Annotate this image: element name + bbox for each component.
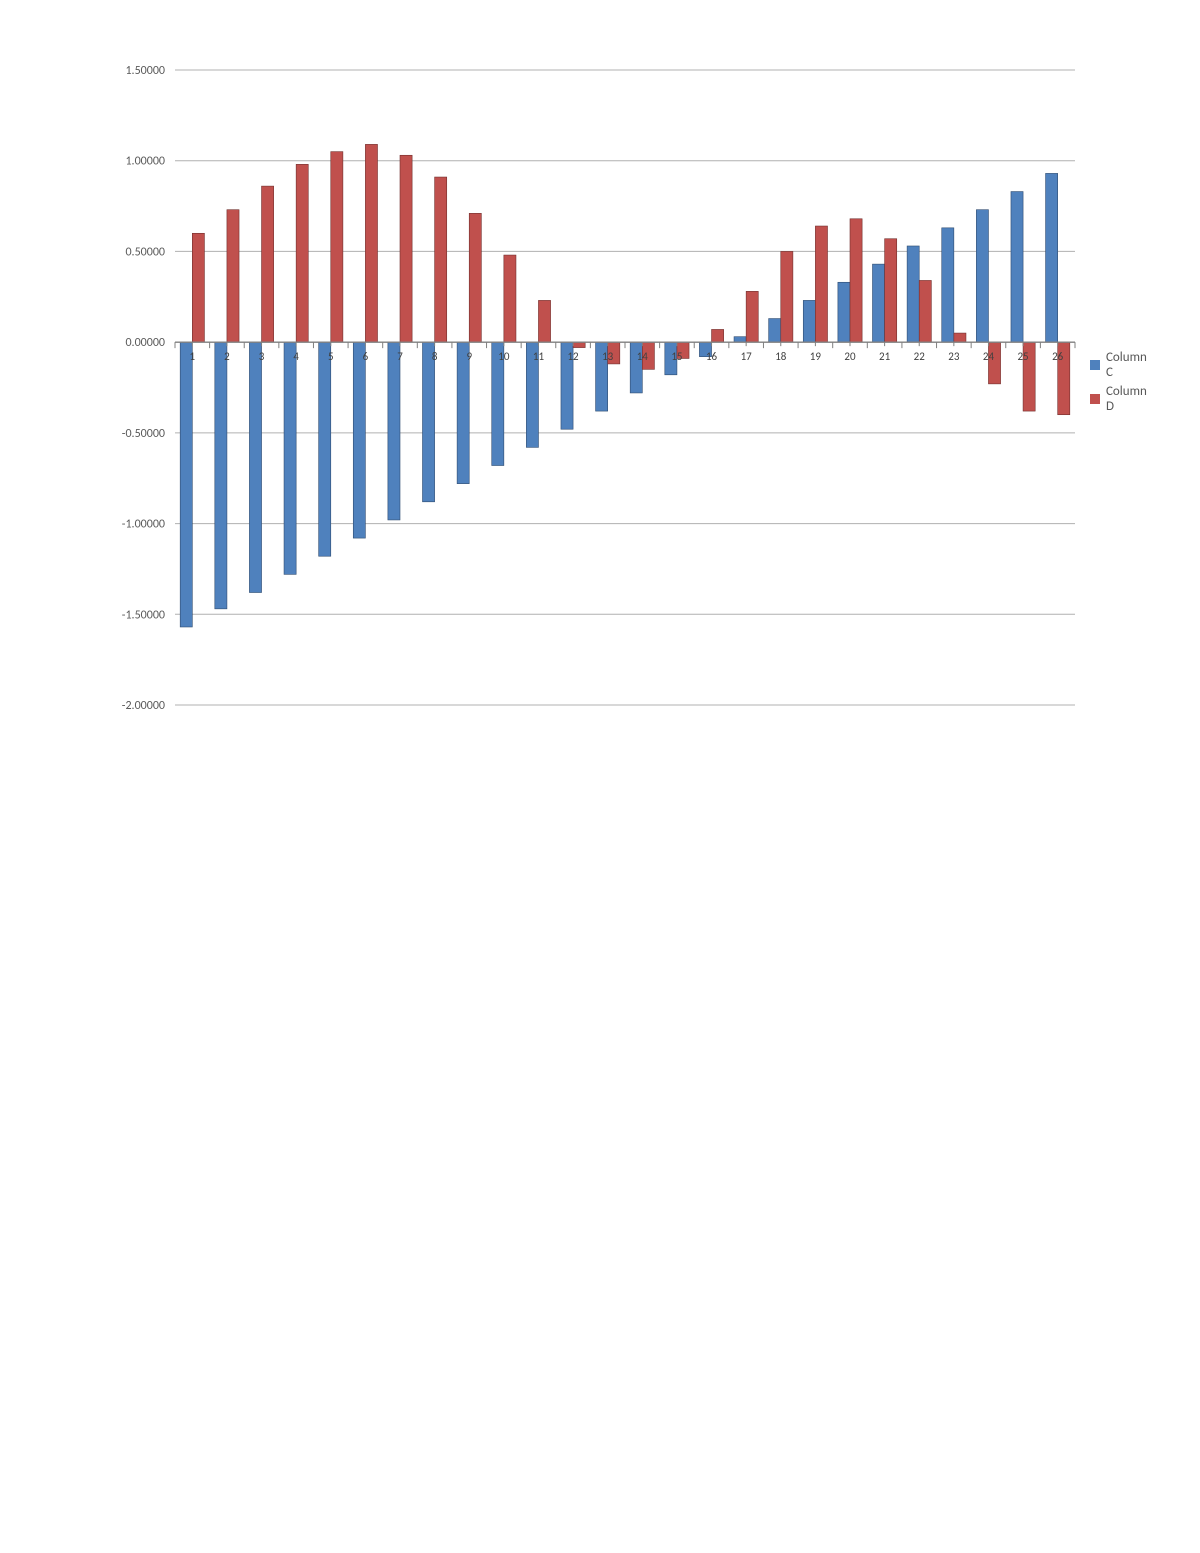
y-tick-label: -1.50000 bbox=[122, 608, 165, 622]
legend-label: Column D bbox=[1106, 384, 1147, 414]
bar bbox=[815, 226, 827, 342]
x-tick-label: 26 bbox=[1052, 350, 1064, 363]
bar bbox=[907, 246, 919, 342]
x-tick-label: 20 bbox=[844, 350, 856, 363]
x-tick-label: 5 bbox=[328, 350, 334, 363]
x-tick-label: 19 bbox=[810, 350, 822, 363]
x-tick-label: 10 bbox=[498, 350, 510, 363]
page: { "chart": { "type": "bar", "background_… bbox=[0, 0, 1200, 1553]
bar bbox=[388, 342, 400, 520]
legend-swatch bbox=[1090, 394, 1100, 404]
legend-item: Column D bbox=[1090, 384, 1147, 414]
bar bbox=[284, 342, 296, 574]
bar bbox=[180, 342, 192, 627]
bar bbox=[976, 210, 988, 342]
y-tick-label: 0.50000 bbox=[125, 245, 165, 259]
x-tick-label: 17 bbox=[741, 350, 753, 363]
bar bbox=[504, 255, 516, 342]
bar bbox=[400, 155, 412, 342]
legend: Column C Column D bbox=[1090, 350, 1147, 418]
bar bbox=[353, 342, 365, 538]
x-tick-label: 14 bbox=[637, 350, 649, 363]
bar bbox=[885, 239, 897, 342]
x-tick-label: 16 bbox=[706, 350, 718, 363]
bar bbox=[215, 342, 227, 609]
legend-item: Column C bbox=[1090, 350, 1147, 380]
y-tick-label: -1.00000 bbox=[122, 518, 165, 532]
legend-label: Column C bbox=[1106, 350, 1147, 380]
y-tick-label: 1.50000 bbox=[125, 64, 165, 78]
bar bbox=[435, 177, 447, 342]
bar bbox=[850, 219, 862, 342]
y-tick-label: -0.50000 bbox=[122, 427, 165, 441]
bar bbox=[942, 228, 954, 342]
bar-chart: -2.00000 -1.50000 -1.00000 -0.50000 0.00000 0… bbox=[70, 50, 1130, 750]
x-tick-label: 24 bbox=[983, 350, 995, 363]
chart-container: -2.00000 -1.50000 -1.00000 -0.50000 0.00000 0… bbox=[70, 50, 1130, 750]
x-tick-label: 13 bbox=[602, 350, 614, 363]
bar bbox=[538, 300, 550, 342]
y-tick-label: 1.00000 bbox=[125, 155, 165, 169]
bar bbox=[734, 337, 746, 342]
x-tick-label: 12 bbox=[567, 350, 579, 363]
x-tick-label: 8 bbox=[432, 350, 438, 363]
bar bbox=[781, 251, 793, 342]
x-tick-label: 22 bbox=[914, 350, 926, 363]
x-tick-label: 21 bbox=[879, 350, 891, 363]
bar bbox=[1046, 173, 1058, 342]
y-tick-label: -2.00000 bbox=[122, 699, 165, 713]
bar bbox=[331, 152, 343, 343]
x-tick-label: 18 bbox=[775, 350, 787, 363]
x-tick-label: 6 bbox=[363, 350, 369, 363]
bar bbox=[712, 329, 724, 342]
bar bbox=[469, 213, 481, 342]
bar bbox=[573, 342, 585, 347]
bar bbox=[803, 300, 815, 342]
x-tick-label: 9 bbox=[466, 350, 472, 363]
legend-swatch bbox=[1090, 360, 1100, 370]
y-tick-label: 0.00000 bbox=[125, 336, 165, 350]
bar bbox=[919, 280, 931, 342]
x-tick-label: 15 bbox=[671, 350, 682, 363]
x-tick-label: 7 bbox=[397, 350, 403, 363]
bar bbox=[227, 210, 239, 342]
x-tick-label: 3 bbox=[259, 350, 265, 363]
bar bbox=[954, 333, 966, 342]
bar bbox=[873, 264, 885, 342]
x-tick-label: 11 bbox=[533, 350, 545, 363]
bar bbox=[838, 282, 850, 342]
x-tick-label: 1 bbox=[190, 350, 196, 363]
bar bbox=[365, 144, 377, 342]
bar bbox=[319, 342, 331, 556]
bar bbox=[457, 342, 469, 484]
bar bbox=[1011, 192, 1023, 343]
bar bbox=[423, 342, 435, 502]
bar bbox=[262, 186, 274, 342]
bar bbox=[192, 233, 204, 342]
bar bbox=[769, 319, 781, 343]
x-tick-label: 25 bbox=[1017, 350, 1028, 363]
bar bbox=[746, 291, 758, 342]
bar bbox=[249, 342, 261, 592]
bar bbox=[296, 164, 308, 342]
x-tick-label: 4 bbox=[293, 350, 299, 363]
x-tick-label: 23 bbox=[948, 350, 960, 363]
x-tick-label: 2 bbox=[224, 350, 230, 363]
